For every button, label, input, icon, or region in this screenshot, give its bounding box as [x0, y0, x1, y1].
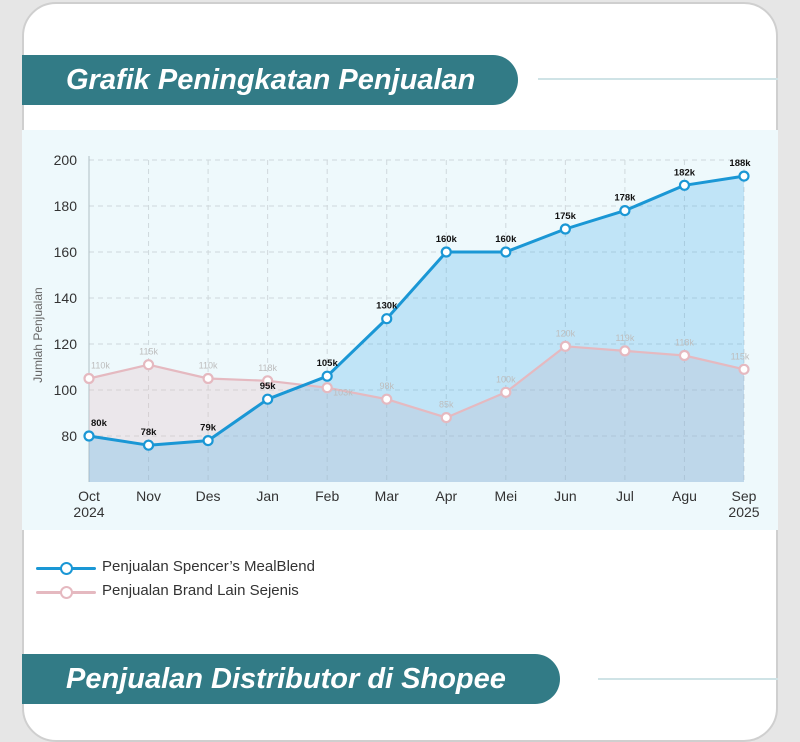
- data-label: 160k: [436, 234, 458, 245]
- data-label: 188k: [729, 158, 751, 169]
- legend-marker-icon: [60, 562, 73, 575]
- data-label: 78k: [141, 427, 158, 438]
- data-label: 118k: [258, 363, 277, 373]
- data-label: 160k: [495, 234, 517, 245]
- data-label: 98k: [379, 381, 394, 391]
- data-label: 175k: [555, 211, 577, 222]
- x-tick-label: Mei: [495, 488, 518, 504]
- x-tick-label: Apr: [435, 488, 457, 504]
- data-point: [678, 349, 691, 362]
- y-axis-label: Jumlah Penjualan: [31, 287, 45, 382]
- y-tick-label: 120: [54, 336, 78, 352]
- x-tick-label: Feb: [315, 488, 339, 504]
- data-label: 118k: [675, 338, 694, 348]
- data-point: [440, 412, 452, 424]
- y-tick-label: 100: [54, 382, 78, 398]
- x-tick-label: Oct 2024: [73, 488, 104, 520]
- x-tick-label: Jan: [256, 488, 279, 504]
- data-point: [381, 313, 393, 325]
- x-tick-label: Nov: [136, 488, 161, 504]
- data-label: 110k: [199, 361, 218, 371]
- data-point: [142, 359, 155, 371]
- legend-label: Penjualan Brand Lain Sejenis: [102, 582, 299, 599]
- series-area-spencers: [89, 176, 744, 482]
- data-label: 130k: [376, 301, 398, 312]
- section-title: Grafik Peningkatan Penjualan: [66, 63, 476, 96]
- data-point: [142, 439, 155, 451]
- x-tick-label: Mar: [375, 488, 399, 504]
- data-label: 115k: [731, 351, 750, 361]
- series-area-other-brands: [89, 346, 744, 482]
- data-point: [202, 372, 214, 385]
- y-tick-label: 140: [54, 290, 78, 306]
- data-label: 178k: [614, 193, 636, 204]
- legend-label: Penjualan Spencer’s MealBlend: [102, 558, 315, 575]
- data-point: [262, 375, 274, 387]
- section-banner-shopee: Penjualan Distributor di Shopee: [22, 654, 560, 704]
- data-point: [738, 363, 750, 375]
- y-tick-label: 180: [54, 198, 78, 214]
- data-point: [262, 393, 274, 405]
- divider-line: [598, 678, 778, 680]
- data-label: 115k: [139, 347, 158, 357]
- data-label: 120k: [556, 328, 576, 338]
- series-line-other-brands: [88, 345, 745, 419]
- data-label: 182k: [674, 167, 696, 178]
- divider-line: [538, 78, 778, 80]
- data-label: 95k: [260, 381, 277, 392]
- x-tick-label: Agu: [672, 488, 697, 504]
- series-line-spencers: [88, 174, 745, 447]
- data-point: [500, 246, 512, 258]
- section-banner-sales-chart: Grafik Peningkatan Penjualan: [22, 55, 518, 105]
- data-label: 85k: [439, 400, 454, 410]
- sales-line-chart: 110k 115k 110k 118k 103k 98k 85k 100k 120k 119k 11…: [22, 130, 778, 530]
- legend-marker-icon: [60, 586, 73, 599]
- data-point: [381, 393, 393, 405]
- data-point: [440, 246, 452, 258]
- x-tick-label: Jun: [554, 488, 577, 504]
- data-label: 105k: [317, 358, 339, 369]
- y-tick-label: 200: [54, 152, 78, 168]
- y-tick-label: 80: [61, 428, 77, 444]
- x-tick-label: Des: [196, 488, 221, 504]
- x-tick-label: Jul: [616, 488, 634, 504]
- plot-background: [22, 130, 778, 530]
- data-point: [500, 386, 512, 398]
- data-point: [321, 370, 333, 382]
- section-title: Penjualan Distributor di Shopee: [66, 662, 506, 695]
- data-label: 103k: [333, 388, 353, 398]
- data-label: 100k: [496, 374, 516, 384]
- data-label: 119k: [615, 333, 634, 343]
- data-point: [83, 430, 95, 442]
- x-tick-label: Sep 2025: [728, 488, 759, 520]
- data-point: [559, 223, 571, 235]
- data-point: [619, 345, 631, 357]
- data-point: [202, 435, 214, 447]
- data-label: 79k: [200, 423, 217, 434]
- data-label: 80k: [91, 418, 108, 429]
- data-point: [738, 170, 750, 182]
- data-point: [559, 340, 571, 352]
- data-point: [83, 372, 95, 385]
- data-label: 110k: [91, 361, 110, 371]
- data-point: [619, 204, 631, 217]
- data-point: [678, 179, 691, 191]
- y-tick-label: 160: [54, 244, 78, 260]
- data-point: [321, 382, 333, 394]
